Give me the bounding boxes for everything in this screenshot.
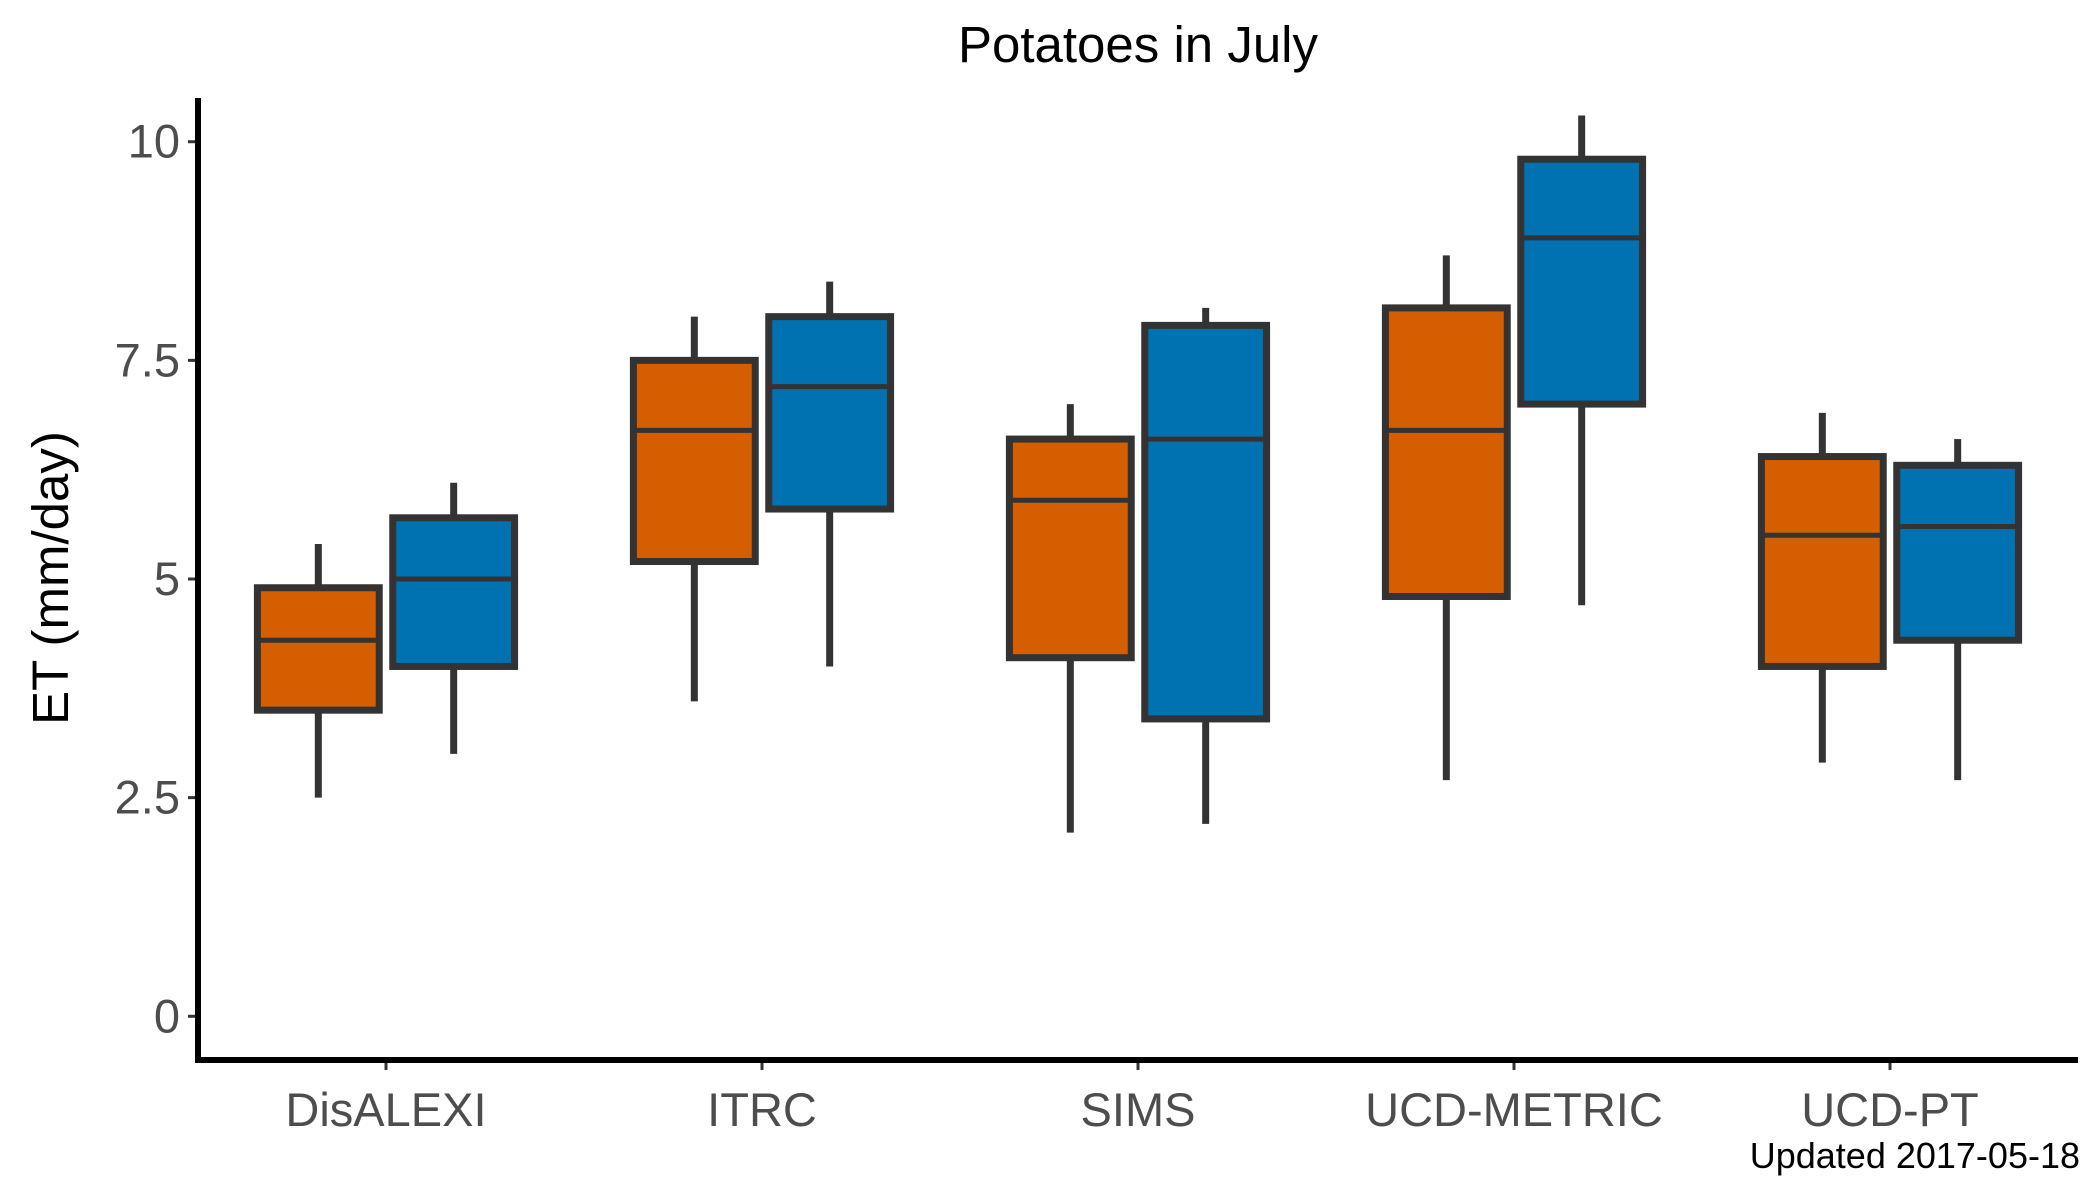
plot-marks — [253, 115, 2023, 833]
chart-title: Potatoes in July — [958, 16, 1319, 73]
box-group-ucd-metric-series-2 — [1517, 115, 1647, 606]
x-tick-label: ITRC — [707, 1083, 817, 1136]
x-tick-label: UCD-PT — [1801, 1083, 1979, 1136]
y-tick-label: 7.5 — [115, 333, 180, 386]
box-sims-series-2 — [1141, 321, 1271, 723]
updated-caption: Updated 2017-05-18 — [1750, 1135, 2080, 1176]
box-group-sims-series-2 — [1141, 307, 1271, 824]
box-ucd-metric-series-2 — [1517, 155, 1647, 408]
box-group-itrc-series-1 — [629, 316, 759, 702]
box-sims-series-1 — [1005, 435, 1135, 662]
box-disalexi-series-1 — [253, 584, 383, 714]
box-ucd-pt-series-1 — [1757, 453, 1887, 670]
x-tick-label: DisALEXI — [285, 1083, 486, 1136]
y-tick-label: 5 — [154, 552, 180, 605]
box-itrc-series-1 — [629, 356, 759, 566]
box-group-ucd-pt-series-1 — [1757, 412, 1887, 763]
y-axis-ticks: 0 2.5 5 7.5 10 — [115, 115, 195, 1042]
y-tick-label: 2.5 — [115, 771, 180, 824]
y-tick-label: 10 — [128, 115, 180, 168]
x-axis-ticks: DisALEXI ITRC SIMS UCD-METRIC UCD-PT — [285, 1063, 1979, 1136]
y-tick-label: 0 — [154, 989, 180, 1042]
box-group-disalexi-series-1 — [253, 544, 383, 798]
x-tick-label: UCD-METRIC — [1365, 1083, 1663, 1136]
box-group-disalexi-series-2 — [389, 482, 519, 754]
box-itrc-series-2 — [765, 313, 895, 513]
box-group-ucd-metric-series-1 — [1381, 255, 1511, 781]
x-tick-label: SIMS — [1081, 1083, 1196, 1136]
box-group-sims-series-1 — [1005, 404, 1135, 833]
y-axis-title: ET (mm/day) — [22, 431, 79, 725]
box-group-itrc-series-2 — [765, 281, 895, 667]
box-group-ucd-pt-series-2 — [1893, 439, 2023, 781]
box-disalexi-series-2 — [389, 514, 519, 670]
box-ucd-pt-series-2 — [1893, 461, 2023, 644]
box-ucd-metric-series-1 — [1381, 304, 1511, 600]
